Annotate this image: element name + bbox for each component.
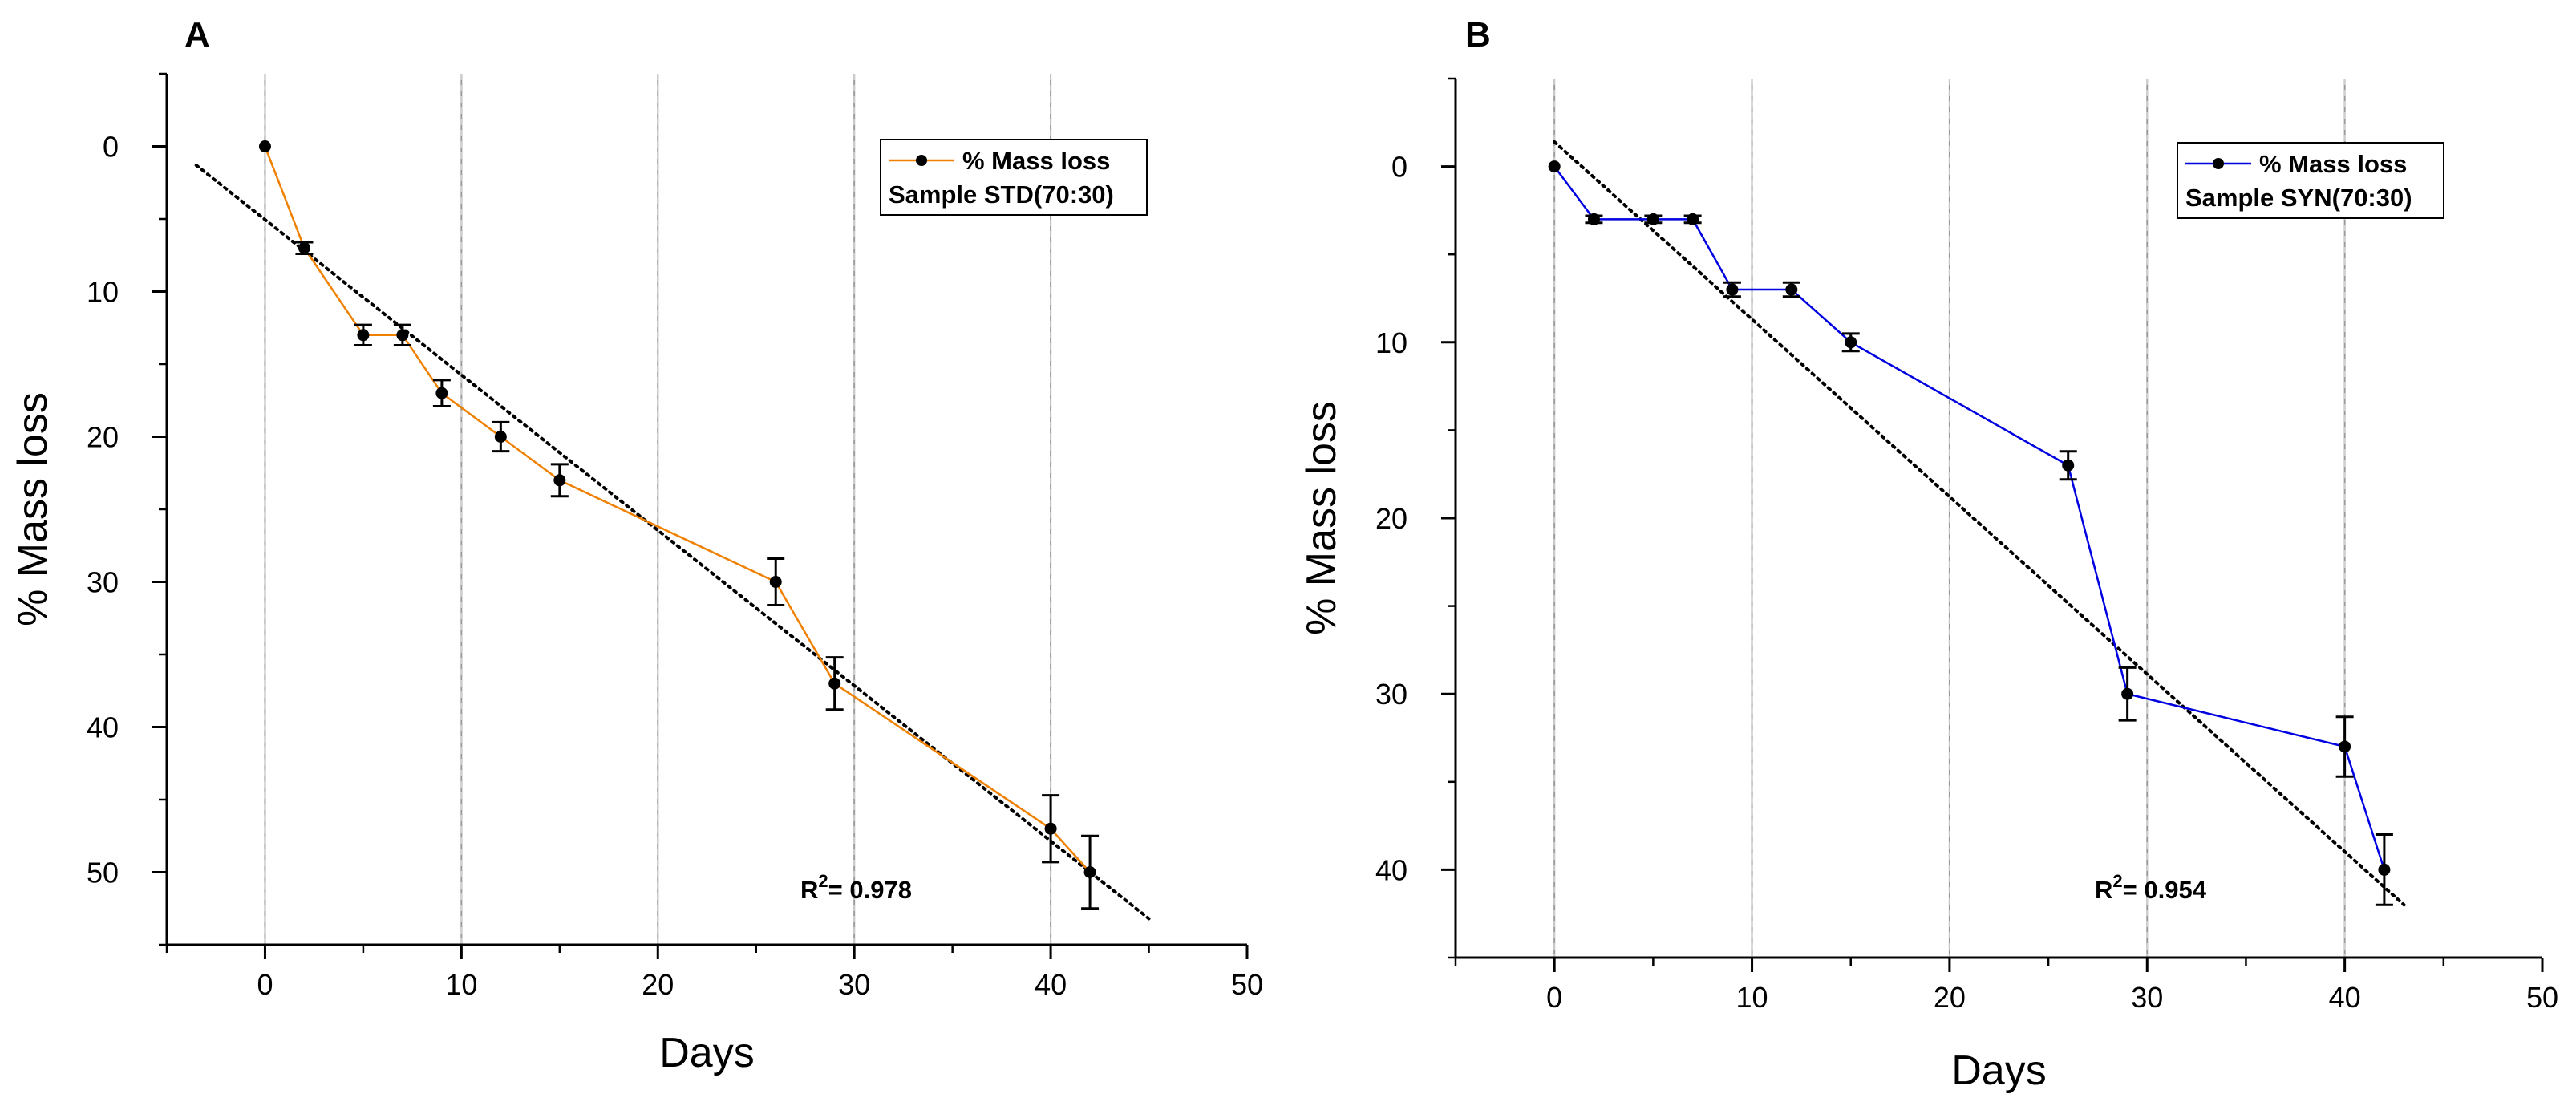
data-point (396, 329, 409, 342)
data-point (298, 241, 310, 254)
r-squared-superscript: 2 (2112, 871, 2122, 891)
data-point (1726, 283, 1739, 296)
y-tick-label: 0 (1391, 151, 1407, 184)
y-tick-label: 50 (87, 857, 119, 889)
legend: % Mass loss Sample STD(70:30) (880, 139, 1148, 216)
r-squared-prefix: R (800, 876, 818, 904)
y-tick-label: 30 (1375, 678, 1407, 711)
series-line (264, 146, 1092, 873)
trendline (1553, 140, 2406, 907)
y-axis-title: % Mass loss (1298, 401, 1345, 635)
x-tick-label: 40 (2329, 981, 2361, 1014)
legend-marker (916, 155, 927, 166)
x-tick-label: 50 (2526, 981, 2558, 1014)
y-tick-label: 0 (103, 131, 119, 164)
data-point (2062, 459, 2075, 472)
x-axis-title: Days (1951, 1047, 2046, 1094)
data-point (553, 474, 566, 487)
legend: % Mass loss Sample SYN(70:30) (2177, 142, 2444, 219)
x-axis-title: Days (659, 1030, 754, 1076)
data-point (1687, 213, 1699, 225)
y-tick-label: 20 (1375, 502, 1407, 535)
y-tick-label: 10 (87, 276, 119, 309)
legend-entry-sample: Sample SYN(70:30) (2185, 184, 2412, 212)
y-tick-label: 10 (1375, 326, 1407, 359)
series-line (1553, 165, 2386, 870)
y-axis-title: % Mass loss (10, 392, 56, 626)
x-tick-label: 0 (257, 968, 273, 1001)
x-tick-label: 30 (2131, 981, 2163, 1014)
r-squared-prefix: R (2095, 876, 2112, 904)
legend-marker (2213, 158, 2224, 169)
y-tick-label: 40 (1375, 853, 1407, 886)
x-tick-label: 30 (838, 968, 870, 1001)
data-point (769, 576, 782, 588)
panel-label: A (184, 15, 210, 55)
x-tick-label: 50 (1231, 968, 1263, 1001)
data-point (258, 140, 271, 152)
x-tick-label: 20 (1934, 981, 1966, 1014)
data-point (1785, 283, 1798, 296)
data-point (1044, 822, 1057, 835)
y-tick-label: 20 (87, 421, 119, 454)
r-squared-annotation: R2= 0.978 (800, 871, 912, 904)
legend-box (880, 139, 1148, 216)
data-point (2378, 863, 2391, 876)
panel-label: B (1465, 15, 1491, 55)
x-tick-label: 40 (1035, 968, 1067, 1001)
data-point (435, 387, 448, 399)
r-squared-value: = 0.978 (828, 876, 912, 904)
trendline (194, 164, 1151, 921)
data-point (1548, 160, 1561, 173)
data-point (828, 677, 841, 690)
x-tick-label: 10 (1736, 981, 1768, 1014)
r-squared-superscript: 2 (818, 871, 828, 891)
x-tick-label: 20 (642, 968, 674, 1001)
data-point (1587, 213, 1600, 225)
x-tick-label: 10 (445, 968, 477, 1001)
y-tick-label: 30 (87, 566, 119, 599)
r-squared-value: = 0.954 (2123, 876, 2207, 904)
r-squared-annotation: R2= 0.954 (2095, 871, 2207, 904)
legend-entry-series: % Mass loss (2259, 150, 2407, 178)
data-point (1845, 336, 1857, 349)
legend-box (2177, 142, 2444, 219)
data-point (2121, 687, 2134, 700)
data-point (1083, 866, 1096, 878)
x-tick-label: 0 (1546, 981, 1562, 1014)
data-point (2339, 740, 2351, 753)
y-tick-label: 40 (87, 711, 119, 744)
legend-entry-series: % Mass loss (962, 147, 1110, 175)
data-point (1646, 213, 1659, 225)
legend-entry-sample: Sample STD(70:30) (889, 180, 1114, 209)
data-point (494, 431, 507, 443)
data-point (357, 329, 370, 342)
